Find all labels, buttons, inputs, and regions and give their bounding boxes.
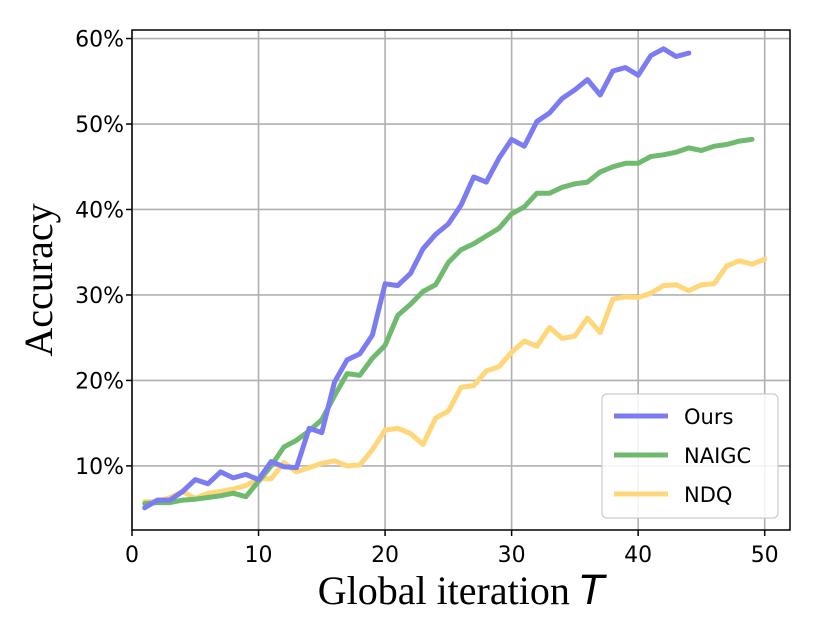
series-line-naigc — [142, 136, 755, 506]
x-axis-title: Global iteration T — [318, 568, 608, 614]
y-tick-label: 60% — [75, 28, 124, 53]
legend-label: Ours — [684, 405, 733, 429]
y-tick-label: 30% — [75, 284, 124, 309]
series-lines — [142, 46, 768, 511]
plot-frame — [131, 29, 791, 531]
legend: Ours NAIGC NDQ — [601, 393, 779, 519]
x-axis-title-text: Global iteration — [318, 568, 570, 613]
x-axis-ticks: 0 10 20 30 40 50 — [125, 530, 779, 568]
y-axis-ticks: 10% 20% 30% 40% 50% 60% — [75, 28, 132, 480]
legend-box — [601, 393, 779, 519]
y-tick-label: 40% — [75, 198, 124, 223]
x-tick-label: 30 — [498, 543, 526, 568]
x-axis-title-gap — [570, 568, 580, 613]
x-tick-label: 10 — [245, 543, 273, 568]
x-axis-title-variable: T — [580, 568, 608, 614]
legend-label: NAIGC — [684, 444, 751, 468]
series-line-ours — [142, 46, 692, 511]
y-tick-label: 20% — [75, 369, 124, 394]
x-tick-label: 20 — [371, 543, 399, 568]
y-tick-label: 50% — [75, 113, 124, 138]
legend-label: NDQ — [684, 483, 732, 507]
x-tick-label: 40 — [624, 543, 652, 568]
x-tick-label: 0 — [125, 543, 139, 568]
y-tick-label: 10% — [75, 455, 124, 480]
series-line-ndq — [142, 256, 768, 505]
x-tick-label: 50 — [751, 543, 779, 568]
grid — [131, 30, 790, 530]
y-axis-title: Accuracy — [16, 203, 61, 356]
